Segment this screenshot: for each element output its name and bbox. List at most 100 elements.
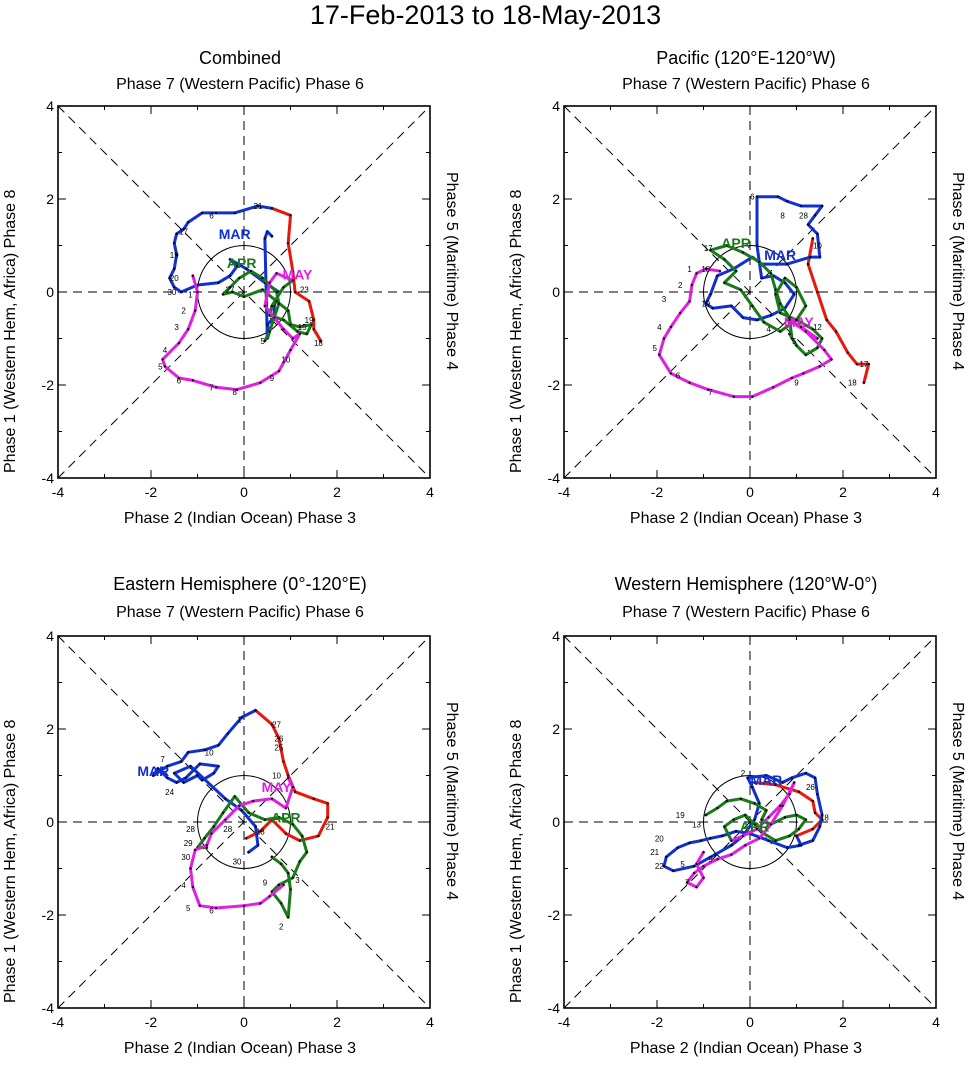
- data-point-may: [690, 283, 693, 287]
- day-label: 22: [655, 862, 664, 871]
- day-label: 26: [806, 783, 815, 792]
- x-tick-label: 0: [240, 484, 248, 500]
- data-point-apr: [704, 813, 707, 817]
- day-label: 1: [188, 290, 193, 299]
- data-point-may: [191, 886, 194, 889]
- y-tick-label: 4: [46, 98, 54, 114]
- day-label: 5: [186, 904, 191, 913]
- data-point-apr: [716, 806, 719, 810]
- data-point-mar: [721, 834, 724, 838]
- data-point-apr: [739, 288, 742, 291]
- data-point-may: [196, 290, 199, 294]
- data-point-apr: [741, 251, 745, 254]
- x-tick-label: 2: [333, 484, 341, 500]
- data-point-mar: [716, 274, 719, 277]
- data-point-may: [268, 281, 271, 284]
- data-point-mar: [201, 779, 204, 782]
- data-point-mar: [254, 709, 257, 712]
- data-point-feb: [326, 802, 329, 805]
- data-point-may: [793, 781, 796, 784]
- data-point-mar: [168, 276, 171, 280]
- data-point-apr: [301, 834, 304, 838]
- data-point-apr: [753, 823, 756, 826]
- data-point-feb: [287, 774, 290, 777]
- data-point-mar: [182, 781, 185, 784]
- data-point-apr: [242, 295, 246, 298]
- data-point-feb: [282, 760, 285, 763]
- bottom-axis-label: Phase 2 (Indian Ocean) Phase 3: [629, 510, 863, 527]
- data-point-feb: [312, 328, 315, 331]
- data-point-may: [679, 311, 682, 315]
- data-point-apr: [751, 304, 754, 308]
- day-label: 2: [741, 769, 746, 778]
- data-point-may: [177, 342, 180, 345]
- data-point-may: [716, 858, 719, 861]
- x-tick-label: 2: [333, 1014, 341, 1030]
- day-label: 9: [708, 855, 713, 864]
- day-label: 7: [708, 388, 713, 397]
- x-tick-label: -2: [145, 484, 158, 500]
- day-label: 19: [701, 300, 710, 309]
- data-point-apr: [795, 318, 798, 321]
- data-point-apr: [287, 309, 290, 312]
- day-label: 25: [274, 744, 283, 753]
- data-point-apr: [282, 286, 285, 289]
- data-point-mar: [173, 242, 176, 245]
- data-point-apr: [709, 249, 712, 252]
- data-point-apr: [816, 346, 819, 349]
- data-point-feb: [797, 790, 800, 793]
- data-point-apr: [305, 851, 308, 854]
- data-point-feb: [816, 290, 819, 294]
- data-point-apr: [270, 304, 273, 308]
- y-tick-label: -4: [548, 470, 561, 486]
- data-point-may: [779, 804, 782, 807]
- data-point-mar: [662, 865, 666, 868]
- data-point-apr: [774, 839, 777, 842]
- data-point-mar: [215, 211, 218, 215]
- day-label: 5: [260, 337, 265, 346]
- y-tick-label: 2: [46, 191, 54, 207]
- y-tick-label: -2: [548, 377, 561, 393]
- day-label: 10: [272, 772, 281, 781]
- data-point-mar: [807, 223, 810, 226]
- data-point-apr: [221, 293, 225, 296]
- month-label: MAR: [764, 247, 796, 263]
- data-point-may: [688, 300, 691, 303]
- data-point-feb: [862, 381, 866, 384]
- day-label: 2: [279, 923, 284, 932]
- data-point-may: [189, 867, 192, 870]
- y-tick-label: 0: [46, 284, 54, 300]
- data-point-may: [215, 386, 218, 389]
- data-point-may: [163, 365, 167, 368]
- top-axis-label: Phase 7 (Western Pacific) Phase 6: [116, 76, 364, 93]
- data-point-feb: [855, 362, 859, 366]
- x-tick-label: 0: [746, 1014, 754, 1030]
- data-point-may: [194, 309, 197, 312]
- day-label: 21: [326, 823, 335, 832]
- data-point-may: [662, 337, 666, 340]
- data-point-mar: [811, 839, 814, 842]
- series-line-apr: [704, 797, 808, 843]
- data-point-mar: [820, 813, 824, 817]
- data-point-mar: [256, 844, 260, 847]
- data-point-may: [210, 832, 213, 835]
- data-point-feb: [326, 816, 329, 819]
- data-point-may: [242, 904, 246, 907]
- data-point-mar: [709, 293, 712, 296]
- data-point-may: [194, 848, 197, 851]
- day-label: 1: [237, 716, 242, 725]
- data-point-apr: [758, 260, 761, 263]
- data-point-may: [161, 358, 164, 361]
- data-point-mar: [235, 265, 239, 268]
- data-point-apr: [774, 288, 777, 291]
- data-point-may: [686, 881, 689, 884]
- data-point-apr: [723, 825, 726, 828]
- data-point-feb: [259, 830, 262, 833]
- data-point-may: [800, 325, 803, 328]
- data-point-may: [669, 372, 673, 375]
- data-point-apr: [788, 834, 791, 838]
- data-point-mar: [175, 253, 178, 256]
- data-point-mar: [786, 200, 789, 203]
- data-point-apr: [249, 269, 253, 273]
- data-point-may: [177, 376, 180, 380]
